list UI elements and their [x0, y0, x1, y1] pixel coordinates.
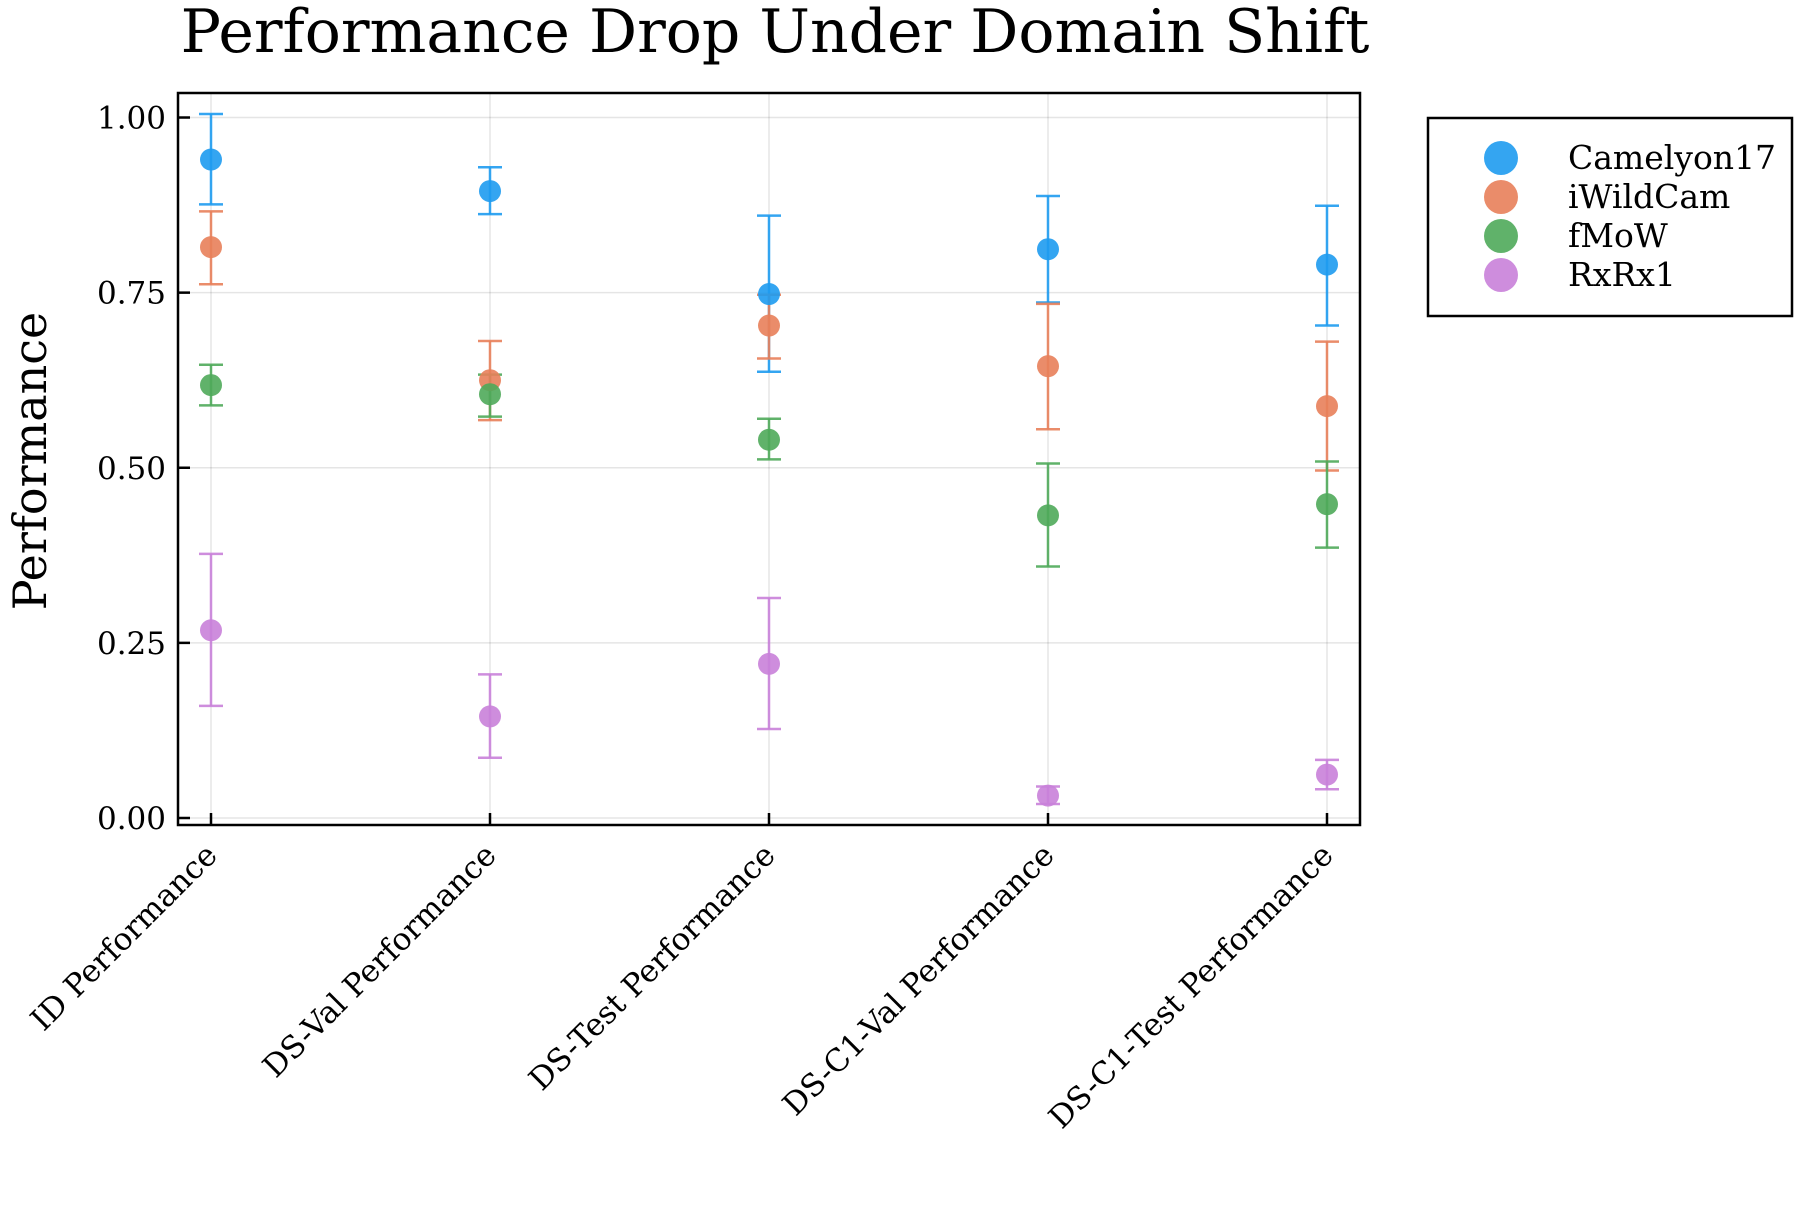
legend-label: fMoW — [1568, 216, 1668, 255]
data-point — [1037, 238, 1059, 261]
data-point — [200, 236, 222, 259]
chart-title: Performance Drop Under Domain Shift — [181, 0, 1370, 67]
data-point — [758, 314, 780, 337]
legend-marker — [1484, 219, 1518, 253]
data-point — [200, 148, 222, 171]
data-point — [758, 283, 780, 306]
data-point — [758, 428, 780, 451]
point-layer — [200, 148, 1338, 807]
tick-layer: 0.00 0.25 0.50 0.75 1.00 ID Performance DS-Val… — [24, 101, 1341, 1136]
data-point — [1316, 493, 1338, 516]
x-tick-label: DS-C1-Test Performance — [1042, 837, 1341, 1136]
y-tick-label: 0.50 — [97, 451, 166, 487]
legend-label: RxRx1 — [1568, 255, 1676, 294]
data-point — [479, 180, 501, 203]
legend-marker — [1484, 180, 1518, 214]
data-point — [1316, 395, 1338, 418]
data-point — [758, 652, 780, 675]
data-point — [1037, 784, 1059, 807]
x-tick-label: DS-Val Performance — [256, 837, 504, 1085]
data-point — [479, 383, 501, 406]
x-tick-label: DS-C1-Val Performance — [776, 837, 1062, 1123]
errorbar-layer — [199, 112, 1339, 806]
data-point — [1037, 504, 1059, 527]
x-tick-label: ID Performance — [24, 837, 225, 1038]
data-point — [200, 374, 222, 397]
legend-label: Camelyon17 — [1568, 138, 1776, 177]
legend-marker — [1484, 141, 1518, 175]
y-axis-label: Performance — [3, 312, 57, 610]
legend-label: iWildCam — [1568, 177, 1730, 216]
data-point — [479, 705, 501, 728]
data-point — [1316, 763, 1338, 786]
legend-marker — [1484, 258, 1518, 292]
x-tick-label: DS-Test Performance — [522, 837, 783, 1098]
y-tick-label: 0.00 — [97, 801, 166, 837]
data-point — [1316, 253, 1338, 276]
data-point — [200, 619, 222, 642]
y-tick-label: 0.75 — [97, 276, 166, 312]
y-tick-label: 1.00 — [97, 101, 166, 137]
data-point — [1037, 355, 1059, 378]
y-tick-label: 0.25 — [97, 626, 166, 662]
